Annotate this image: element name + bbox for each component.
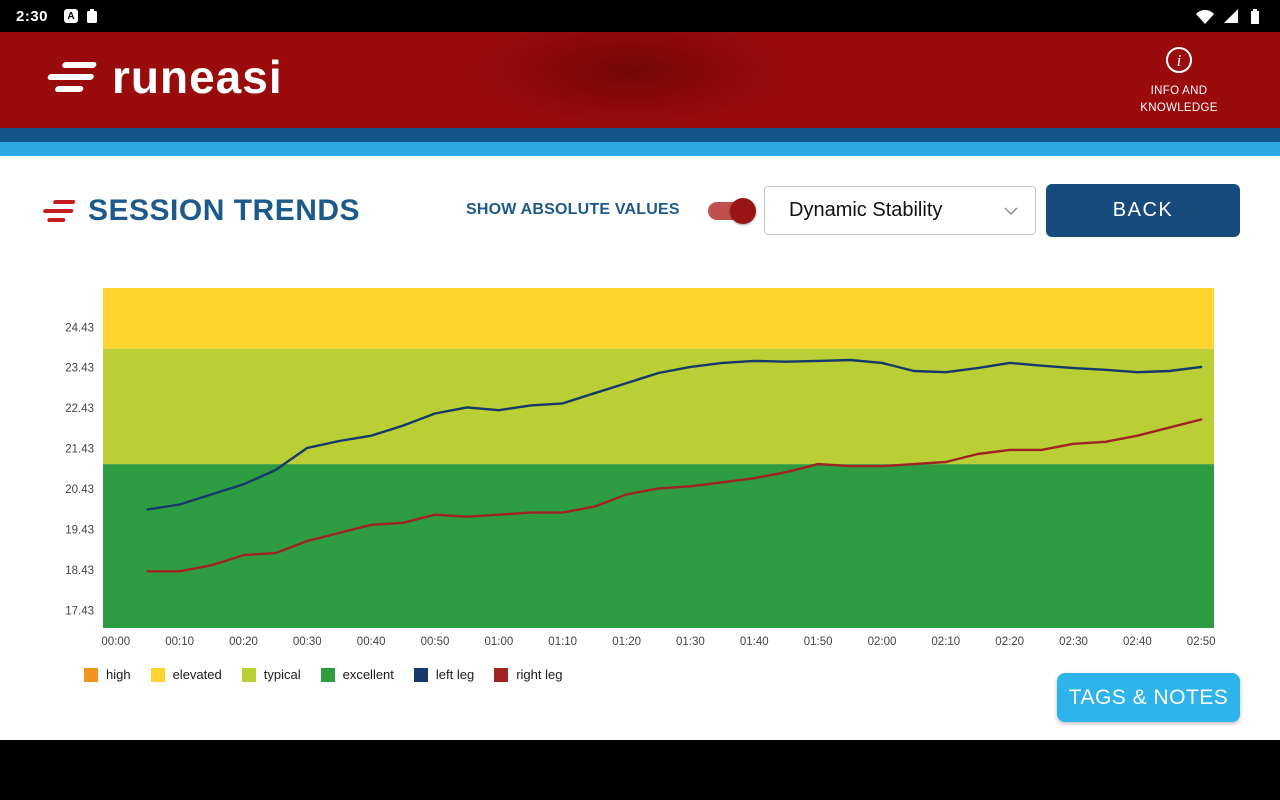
back-button[interactable]: BACK [1046,184,1240,237]
svg-text:01:40: 01:40 [740,636,769,648]
legend-swatch-left-leg [413,667,428,682]
svg-text:18.43: 18.43 [65,565,94,577]
info-label: INFO AND KNOWLEDGE [1140,85,1218,115]
tags-and-notes-button[interactable]: TAGS & NOTES [1057,673,1240,722]
svg-text:00:50: 00:50 [421,636,450,648]
brand-stripe-dark [0,128,1280,142]
svg-text:02:20: 02:20 [995,636,1024,648]
svg-text:02:10: 02:10 [931,636,960,648]
wifi-icon [1196,9,1214,24]
trend-chart-svg: 17.43 18.43 19.43 20.43 21.43 22.43 23.43 24.43… [65,288,1216,648]
legend-item-excellent: excellent [320,667,394,682]
runeasi-logo: runeasi [44,54,283,100]
cellular-signal-icon [1224,9,1238,23]
clock: 2:30 [16,7,49,25]
legend-label-left-leg: left leg [435,667,475,682]
toggle-thumb [730,198,756,224]
svg-text:02:30: 02:30 [1059,636,1088,648]
runeasi-logo-icon [47,62,97,92]
metric-dropdown-value: Dynamic Stability [789,199,943,221]
system-status-icons [1195,8,1264,24]
svg-text:01:50: 01:50 [804,636,833,648]
battery-icon [1251,9,1259,24]
page-title: SESSION TRENDS [88,194,361,227]
chevron-down-icon [1004,206,1018,215]
svg-text:01:00: 01:00 [485,636,514,648]
svg-text:i: i [1177,51,1182,70]
legend-label-typical: typical [263,667,301,682]
legend-item-right-leg: right leg [494,667,562,682]
legend-item-typical: typical [241,667,301,682]
legend-label-right-leg: right leg [516,667,563,682]
legend-swatch-excellent [320,667,335,682]
screenshot-notification-icon [87,8,98,23]
brand-name: runeasi [112,51,283,103]
svg-text:20.43: 20.43 [65,484,94,496]
session-trends-icon [43,200,76,222]
legend-label-high: high [106,667,131,682]
absolute-values-label: SHOW ABSOLUTE VALUES [466,201,680,218]
svg-text:00:20: 00:20 [229,636,258,648]
brand-stripe-light [0,142,1280,156]
legend-item-high: high [84,667,131,682]
legend-swatch-high [84,667,98,682]
notification-icons: A [64,8,98,24]
app-header: runeasi i INFO AND KNOWLEDGE [0,32,1280,128]
svg-text:01:30: 01:30 [676,636,705,648]
svg-text:02:40: 02:40 [1123,636,1152,648]
legend-swatch-elevated [150,667,165,682]
android-navbar [0,740,1280,800]
page-title-group: SESSION TRENDS [40,194,360,228]
app-notification-icon: A [64,9,79,23]
svg-text:00:10: 00:10 [165,636,194,648]
metric-dropdown[interactable]: Dynamic Stability [764,186,1036,235]
legend-item-elevated: elevated [150,667,222,682]
svg-text:19.43: 19.43 [65,525,94,537]
absolute-values-toggle[interactable] [704,198,756,224]
svg-text:02:50: 02:50 [1187,636,1216,648]
info-and-knowledge-button[interactable]: i INFO AND KNOWLEDGE [1112,45,1246,118]
header-background-graphic [400,32,860,128]
legend-item-left-leg: left leg [413,667,475,682]
android-status-bar: 2:30 A [0,0,1280,32]
svg-text:01:20: 01:20 [612,636,641,648]
legend-swatch-typical [241,667,256,682]
svg-text:22.43: 22.43 [65,403,94,415]
svg-text:17.43: 17.43 [65,606,94,618]
info-icon: i [1166,47,1192,73]
svg-text:21.43: 21.43 [65,444,94,456]
svg-text:00:40: 00:40 [357,636,386,648]
svg-text:23.43: 23.43 [65,363,94,375]
svg-text:02:00: 02:00 [868,636,897,648]
legend-label-elevated: elevated [172,667,222,682]
svg-text:01:10: 01:10 [548,636,577,648]
trend-chart: 17.43 18.43 19.43 20.43 21.43 22.43 23.43 24.43… [56,288,1218,652]
svg-text:00:00: 00:00 [101,636,130,648]
legend-label-excellent: excellent [342,667,394,682]
svg-text:24.43: 24.43 [65,322,94,334]
chart-legend: high elevated typical excellent left leg righ… [84,667,562,682]
legend-swatch-right-leg [494,667,509,682]
svg-text:00:30: 00:30 [293,636,322,648]
